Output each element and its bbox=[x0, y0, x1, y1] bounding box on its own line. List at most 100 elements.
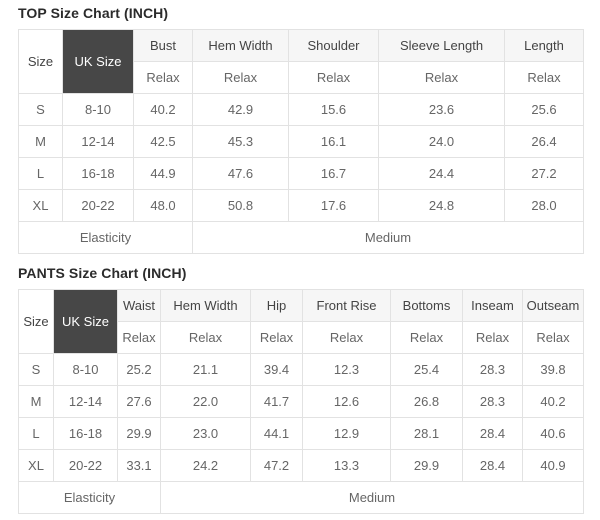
top-size-chart-section: TOP Size Chart (INCH) Size UK Size Bust … bbox=[18, 5, 584, 254]
column-header-shoulder: Shoulder bbox=[288, 29, 379, 62]
measurement-value: 28.4 bbox=[462, 449, 523, 482]
top-elasticity-row: Elasticity Medium bbox=[18, 221, 584, 254]
table-row-size-m: M 12-14 42.5 45.3 16.1 24.0 26.4 bbox=[18, 125, 584, 158]
table-row-size-m: M 12-14 27.6 22.0 41.7 12.6 26.8 28.3 40… bbox=[18, 385, 584, 418]
pants-header-row: Size UK Size Waist Hem Width Hip Front R… bbox=[18, 289, 584, 354]
measurement-value: 28.3 bbox=[462, 353, 523, 386]
top-header-row: Size UK Size Bust Hem Width Shoulder Sle… bbox=[18, 29, 584, 94]
measurement-value: 12.9 bbox=[302, 417, 391, 450]
measurement-value: 23.0 bbox=[160, 417, 251, 450]
column-header-front-rise: Front Rise bbox=[302, 289, 391, 322]
column-header-bottoms: Bottoms bbox=[390, 289, 463, 322]
table-row-size-s: S 8-10 40.2 42.9 15.6 23.6 25.6 bbox=[18, 93, 584, 126]
column-header-length: Length bbox=[504, 29, 584, 62]
measurement-value: 44.1 bbox=[250, 417, 303, 450]
column-header-hem-width: Hem Width bbox=[160, 289, 251, 322]
measurement-value: 33.1 bbox=[117, 449, 161, 482]
measurement-value: 47.6 bbox=[192, 157, 289, 190]
uk-size-value: 12-14 bbox=[53, 385, 118, 418]
pants-size-table: Size UK Size Waist Hem Width Hip Front R… bbox=[18, 289, 584, 514]
table-row-size-s: S 8-10 25.2 21.1 39.4 12.3 25.4 28.3 39.… bbox=[18, 353, 584, 386]
column-header-bust: Bust bbox=[133, 29, 193, 62]
measurement-value: 26.8 bbox=[390, 385, 463, 418]
measurement-value: 13.3 bbox=[302, 449, 391, 482]
size-column-header: Size bbox=[18, 29, 63, 94]
measurement-value: 28.3 bbox=[462, 385, 523, 418]
measurement-value: 42.9 bbox=[192, 93, 289, 126]
measurement-value: 29.9 bbox=[117, 417, 161, 450]
fit-type-cell: Relax bbox=[462, 321, 523, 354]
column-header-inseam: Inseam bbox=[462, 289, 523, 322]
measurement-value: 40.2 bbox=[133, 93, 193, 126]
size-value: XL bbox=[18, 449, 54, 482]
measurement-value: 39.8 bbox=[522, 353, 584, 386]
measurement-value: 15.6 bbox=[288, 93, 379, 126]
fit-type-cell: Relax bbox=[160, 321, 251, 354]
measurement-value: 28.0 bbox=[504, 189, 584, 222]
measurement-value: 12.6 bbox=[302, 385, 391, 418]
elasticity-value: Medium bbox=[160, 481, 584, 514]
measurement-value: 28.1 bbox=[390, 417, 463, 450]
measurement-value: 26.4 bbox=[504, 125, 584, 158]
column-header-hip: Hip bbox=[250, 289, 303, 322]
elasticity-label: Elasticity bbox=[18, 481, 161, 514]
column-header-sleeve-length: Sleeve Length bbox=[378, 29, 505, 62]
measurement-value: 47.2 bbox=[250, 449, 303, 482]
pants-elasticity-row: Elasticity Medium bbox=[18, 481, 584, 514]
measurement-value: 25.6 bbox=[504, 93, 584, 126]
measurement-value: 27.2 bbox=[504, 157, 584, 190]
column-header-hem-width: Hem Width bbox=[192, 29, 289, 62]
fit-type-cell: Relax bbox=[390, 321, 463, 354]
measurement-value: 21.1 bbox=[160, 353, 251, 386]
fit-type-cell: Relax bbox=[378, 61, 505, 94]
fit-type-cell: Relax bbox=[504, 61, 584, 94]
measurement-value: 44.9 bbox=[133, 157, 193, 190]
fit-type-cell: Relax bbox=[192, 61, 289, 94]
size-value: S bbox=[18, 93, 63, 126]
size-value: XL bbox=[18, 189, 63, 222]
measurement-value: 23.6 bbox=[378, 93, 505, 126]
measurement-value: 40.6 bbox=[522, 417, 584, 450]
table-row-size-xl: XL 20-22 48.0 50.8 17.6 24.8 28.0 bbox=[18, 189, 584, 222]
measurement-value: 27.6 bbox=[117, 385, 161, 418]
top-chart-title: TOP Size Chart (INCH) bbox=[18, 5, 169, 21]
table-row-size-l: L 16-18 44.9 47.6 16.7 24.4 27.2 bbox=[18, 157, 584, 190]
top-size-table: Size UK Size Bust Hem Width Shoulder Sle… bbox=[18, 29, 584, 254]
elasticity-label: Elasticity bbox=[18, 221, 193, 254]
measurement-value: 17.6 bbox=[288, 189, 379, 222]
pants-chart-title: PANTS Size Chart (INCH) bbox=[18, 265, 187, 281]
measurement-value: 42.5 bbox=[133, 125, 193, 158]
uk-size-value: 16-18 bbox=[53, 417, 118, 450]
uk-size-column-header: UK Size bbox=[62, 29, 134, 94]
size-column-header: Size bbox=[18, 289, 54, 354]
measurement-value: 16.1 bbox=[288, 125, 379, 158]
measurement-value: 41.7 bbox=[250, 385, 303, 418]
uk-size-column-header: UK Size bbox=[53, 289, 118, 354]
size-value: S bbox=[18, 353, 54, 386]
uk-size-value: 16-18 bbox=[62, 157, 134, 190]
fit-type-cell: Relax bbox=[250, 321, 303, 354]
pants-size-chart-section: PANTS Size Chart (INCH) Size UK Size Wai… bbox=[18, 265, 584, 514]
top-fit-row: Relax Relax Relax Relax Relax bbox=[19, 61, 584, 94]
measurement-value: 24.0 bbox=[378, 125, 505, 158]
size-value: L bbox=[18, 417, 54, 450]
column-header-waist: Waist bbox=[117, 289, 161, 322]
fit-type-cell: Relax bbox=[302, 321, 391, 354]
size-value: M bbox=[18, 385, 54, 418]
pants-fit-row: Relax Relax Relax Relax Relax Relax Rela… bbox=[19, 321, 584, 354]
measurement-value: 39.4 bbox=[250, 353, 303, 386]
measurement-value: 12.3 bbox=[302, 353, 391, 386]
measurement-value: 45.3 bbox=[192, 125, 289, 158]
measurement-value: 48.0 bbox=[133, 189, 193, 222]
size-value: L bbox=[18, 157, 63, 190]
measurement-value: 22.0 bbox=[160, 385, 251, 418]
measurement-value: 40.2 bbox=[522, 385, 584, 418]
table-row-size-l: L 16-18 29.9 23.0 44.1 12.9 28.1 28.4 40… bbox=[18, 417, 584, 450]
measurement-value: 28.4 bbox=[462, 417, 523, 450]
elasticity-value: Medium bbox=[192, 221, 584, 254]
table-row-size-xl: XL 20-22 33.1 24.2 47.2 13.3 29.9 28.4 4… bbox=[18, 449, 584, 482]
measurement-value: 29.9 bbox=[390, 449, 463, 482]
fit-type-cell: Relax bbox=[117, 321, 161, 354]
measurement-value: 24.8 bbox=[378, 189, 505, 222]
measurement-value: 24.2 bbox=[160, 449, 251, 482]
